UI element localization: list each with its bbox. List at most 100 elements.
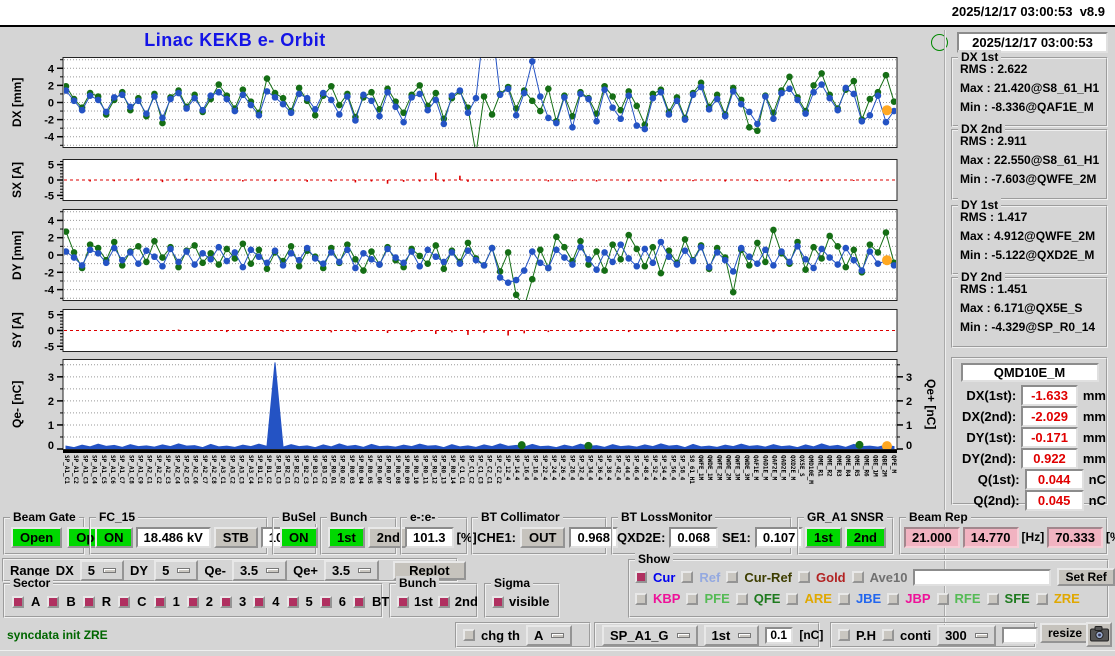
show-ref-checkbox[interactable] bbox=[681, 571, 694, 583]
ph-checkbox[interactable] bbox=[838, 629, 850, 641]
x-axis-label: QWFE_2M bbox=[715, 455, 723, 481]
bunch-select-dropdown[interactable]: 1st bbox=[703, 624, 760, 646]
monitor-row-label: DX(2nd): bbox=[962, 409, 1017, 424]
x-axis-label: SP_A3_C2 bbox=[228, 455, 236, 484]
monitor-select-dropdown[interactable]: SP_A1_G bbox=[602, 624, 698, 646]
screenshot-button[interactable] bbox=[1086, 622, 1112, 647]
x-axis-label: SP_R0_05 bbox=[366, 455, 374, 484]
status-message: syncdata init ZRE bbox=[7, 628, 108, 642]
fc15-on-button[interactable]: ON bbox=[95, 526, 133, 548]
show-are-checkbox[interactable] bbox=[786, 592, 799, 605]
monitor-row-value: 0.044 bbox=[1024, 469, 1084, 490]
beam-gate-group: Beam Gate Open Open bbox=[3, 510, 119, 555]
sector-3-checkbox[interactable] bbox=[220, 595, 233, 608]
sector-a-dropdown[interactable]: A bbox=[526, 624, 573, 646]
sx-steering-plot: 5 0 -5 bbox=[44, 159, 898, 201]
bt-collimator-title: BT Collimator bbox=[478, 510, 563, 524]
svg-text:0: 0 bbox=[906, 440, 912, 450]
dropdown-indicator-icon bbox=[676, 632, 690, 638]
che1-state-button[interactable]: OUT bbox=[520, 526, 566, 548]
range-qe-plus-dropdown[interactable]: 3.5 bbox=[324, 559, 380, 581]
busel-title: BuSel bbox=[279, 510, 320, 524]
dy-2nd-min: Min : -4.329@SP_R0_14 bbox=[960, 320, 1096, 334]
sector-b-checkbox[interactable] bbox=[47, 595, 60, 608]
conti-checkbox[interactable] bbox=[882, 629, 894, 641]
x-axis-label: SP_14_4 bbox=[513, 455, 521, 481]
bt-lossmonitor-group: BT LossMonitor QXD2E: 0.068 SE1: 0.107 bbox=[611, 510, 804, 555]
svg-text:-2: -2 bbox=[44, 267, 54, 279]
x-axis-label: SP_R0_11 bbox=[421, 455, 429, 484]
show-kbp-checkbox[interactable] bbox=[635, 592, 647, 605]
sector-bt-checkbox[interactable] bbox=[352, 595, 365, 608]
range-dy-dropdown[interactable]: 5 bbox=[154, 559, 199, 581]
x-axis-label: SP_A1_C4 bbox=[90, 455, 98, 484]
svg-text:4: 4 bbox=[48, 63, 55, 75]
bunch-1st-checkbox[interactable] bbox=[397, 595, 409, 608]
x-axis-label: SP_38_4 bbox=[605, 455, 613, 481]
resize-button[interactable]: resize bbox=[1040, 623, 1091, 643]
sector-4-checkbox[interactable] bbox=[253, 595, 266, 608]
range-dx-dropdown[interactable]: 5 bbox=[79, 559, 125, 581]
show-gold-checkbox[interactable] bbox=[798, 571, 811, 583]
chg-th-checkbox[interactable] bbox=[463, 629, 475, 641]
x-axis-label: SP_A1_C2 bbox=[72, 455, 80, 484]
show-sfe-checkbox[interactable] bbox=[986, 592, 999, 605]
sector-c-checkbox[interactable] bbox=[118, 595, 131, 608]
dropdown-indicator-icon bbox=[974, 632, 988, 638]
threshold-input[interactable] bbox=[765, 626, 794, 644]
x-axis-label: SP_54_4 bbox=[660, 455, 668, 481]
dx-2nd-min: Min : -7.603@QWFE_2M bbox=[960, 172, 1097, 186]
bunch-1st-button[interactable]: 1st bbox=[328, 526, 365, 548]
x-axis-label: SP_16_4 bbox=[522, 455, 530, 481]
sector-2-checkbox[interactable] bbox=[186, 595, 199, 608]
x-axis-label: SP_A1_C3 bbox=[81, 455, 89, 484]
x-axis-line bbox=[63, 450, 897, 453]
show-cur-checkbox[interactable] bbox=[635, 571, 647, 583]
range-dx-label: DX bbox=[55, 562, 74, 578]
show-rfe-checkbox[interactable] bbox=[936, 592, 949, 605]
monitor-row-value: -1.633 bbox=[1021, 385, 1078, 406]
se1-value: 0.107 bbox=[754, 526, 804, 548]
se1-label: SE1: bbox=[721, 529, 751, 545]
x-axis-label: SP_A3_C4 bbox=[246, 455, 254, 484]
monitor-row-label: Q(1st): bbox=[977, 472, 1020, 487]
sector-1-checkbox[interactable] bbox=[153, 595, 166, 608]
svg-text:5: 5 bbox=[48, 160, 54, 172]
sigma-visible-checkbox[interactable] bbox=[492, 595, 504, 608]
show-jbe-checkbox[interactable] bbox=[837, 592, 850, 605]
x-axis-label: QBE_1M bbox=[871, 455, 879, 477]
sector-a-checkbox[interactable] bbox=[12, 595, 24, 608]
monitor-row-value: -2.029 bbox=[1021, 406, 1078, 427]
ref-file-input[interactable] bbox=[913, 568, 1052, 586]
show-cur-ref-checkbox[interactable] bbox=[726, 571, 739, 583]
svg-text:4: 4 bbox=[48, 215, 55, 227]
set-ref-button[interactable]: Set Ref bbox=[1057, 568, 1115, 586]
beam-gate-open-1-button[interactable]: Open bbox=[11, 526, 63, 548]
x-axis-labels: SP_A1_C1 SP_A1_C2 SP_A1_C3 SP_A1_C4 SP_A1_C5… bbox=[63, 455, 897, 512]
show-ave10-checkbox[interactable] bbox=[851, 571, 864, 583]
show-zre-checkbox[interactable] bbox=[1035, 592, 1048, 605]
count-dropdown[interactable]: 300 bbox=[937, 624, 996, 646]
x-axis-label: SP_46_4 bbox=[632, 455, 640, 481]
dx-2nd-title: DX 2nd bbox=[958, 122, 1006, 136]
x-axis-label: SP_28_4 bbox=[568, 455, 576, 481]
monitor-row-label: DY(2nd): bbox=[962, 451, 1017, 466]
gr-snsr-1st-button[interactable]: 1st bbox=[805, 526, 842, 548]
fc15-group: FC_15 ON 18.486 kV STB 100 % bbox=[89, 510, 314, 555]
gr-snsr-2nd-button[interactable]: 2nd bbox=[844, 526, 886, 548]
show-pfe-checkbox[interactable] bbox=[686, 592, 699, 605]
show-qfe-checkbox[interactable] bbox=[735, 592, 748, 605]
fc15-stb-button[interactable]: STB bbox=[213, 526, 258, 548]
x-axis-label: SP_B1_C1 bbox=[255, 455, 263, 484]
monitor-row-value: 0.922 bbox=[1021, 448, 1078, 469]
sector-5-checkbox[interactable] bbox=[286, 595, 299, 608]
sector-r-checkbox[interactable] bbox=[82, 595, 95, 608]
range-qe-minus-dropdown[interactable]: 3.5 bbox=[232, 559, 288, 581]
x-axis-label: SP_C1_C2 bbox=[467, 455, 475, 484]
sector-6-checkbox[interactable] bbox=[319, 595, 332, 608]
show-jbp-checkbox[interactable] bbox=[887, 592, 900, 605]
dx-1st-min: Min : -8.336@QAF1E_M bbox=[960, 100, 1094, 114]
busel-on-button[interactable]: ON bbox=[280, 526, 318, 548]
extra-input[interactable] bbox=[1001, 626, 1038, 644]
bunch-2nd-checkbox[interactable] bbox=[437, 595, 450, 608]
